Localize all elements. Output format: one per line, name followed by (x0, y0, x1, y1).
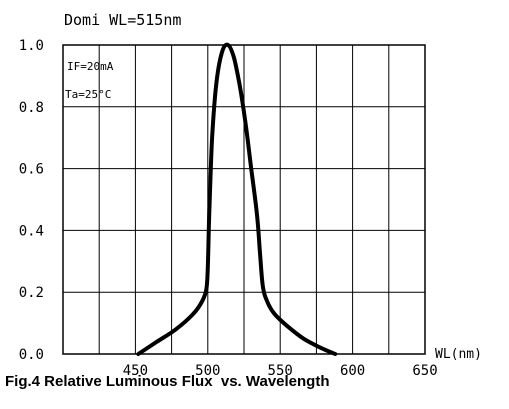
y-tick-label: 0.4 (19, 223, 44, 239)
y-tick-label: 0.2 (19, 285, 44, 301)
x-axis-label: WL(nm) (435, 347, 482, 362)
x-tick-label: 650 (412, 363, 437, 379)
series-line (136, 42, 338, 356)
x-tick-label: 600 (340, 363, 365, 379)
annotation-current: IF=20mA (67, 60, 114, 73)
y-tick-label: 0.0 (19, 347, 44, 363)
annotation-temperature: Ta=25°C (65, 88, 111, 101)
x-tick-label: 550 (268, 363, 293, 379)
y-tick-label: 0.8 (19, 100, 44, 116)
chart-title: Domi WL=515nm (64, 11, 181, 29)
y-tick-label: 1.0 (19, 38, 44, 54)
y-axis-ticks: 0.0 0.2 0.4 0.6 0.8 1.0 (19, 38, 44, 363)
x-tick-label: 500 (195, 363, 220, 379)
figure-caption: Fig.4 Relative Luminous Flux vs. Wavelen… (5, 373, 330, 390)
x-axis-ticks: 450 500 550 600 650 (123, 363, 438, 379)
y-tick-label: 0.6 (19, 162, 44, 178)
grid (63, 45, 425, 354)
plot-frame (62, 44, 426, 355)
x-tick-label: 450 (123, 363, 148, 379)
